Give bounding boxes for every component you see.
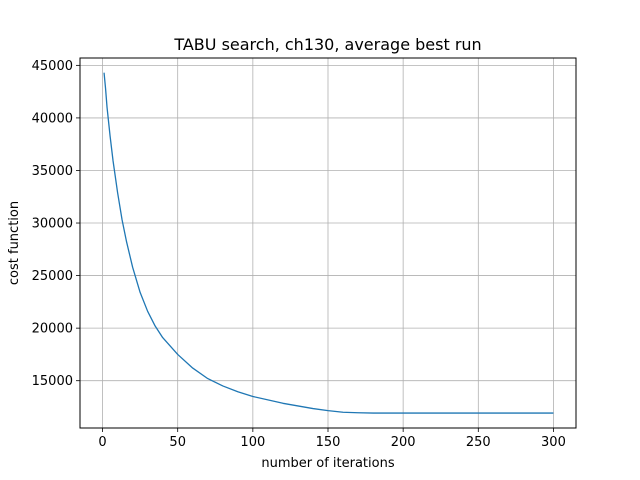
y-tick-label: 35000 — [32, 164, 73, 179]
y-tick-label: 40000 — [32, 111, 73, 126]
x-tick-label: 200 — [391, 435, 416, 450]
y-axis: 15000 20000 25000 30000 35000 40000 45000 — [32, 59, 80, 389]
y-axis-label: cost function — [7, 201, 22, 285]
x-axis-label: number of iterations — [261, 456, 394, 471]
chart-title: TABU search, ch130, average best run — [173, 35, 481, 54]
y-tick-label: 30000 — [32, 217, 73, 232]
y-tick-label: 20000 — [32, 322, 73, 337]
x-tick-label: 50 — [169, 435, 186, 450]
x-tick-label: 150 — [316, 435, 341, 450]
y-tick-label: 45000 — [32, 59, 73, 74]
x-tick-label: 0 — [98, 435, 106, 450]
y-tick-label: 25000 — [32, 269, 73, 284]
y-tick-label: 15000 — [32, 374, 73, 389]
series-group — [103, 72, 554, 414]
grid — [80, 58, 576, 428]
x-tick-label: 100 — [240, 435, 265, 450]
x-axis: 0 50 100 150 200 250 300 — [98, 428, 566, 450]
x-tick-label: 250 — [466, 435, 491, 450]
x-tick-label: 300 — [541, 435, 566, 450]
series-line — [103, 72, 554, 414]
